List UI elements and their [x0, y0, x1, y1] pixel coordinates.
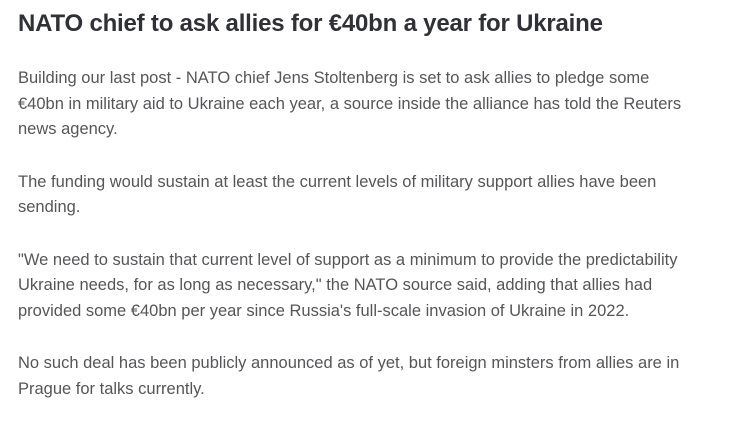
article-paragraph: No such deal has been publicly announced… [18, 354, 680, 398]
article-headline: NATO chief to ask allies for €40bn a yea… [18, 10, 603, 37]
article-paragraph: Building our last post - NATO chief Jens… [18, 69, 682, 138]
article-paragraph: The funding would sustain at least the c… [18, 172, 657, 217]
article-paragraph: "We need to sustain that current level o… [18, 250, 678, 320]
